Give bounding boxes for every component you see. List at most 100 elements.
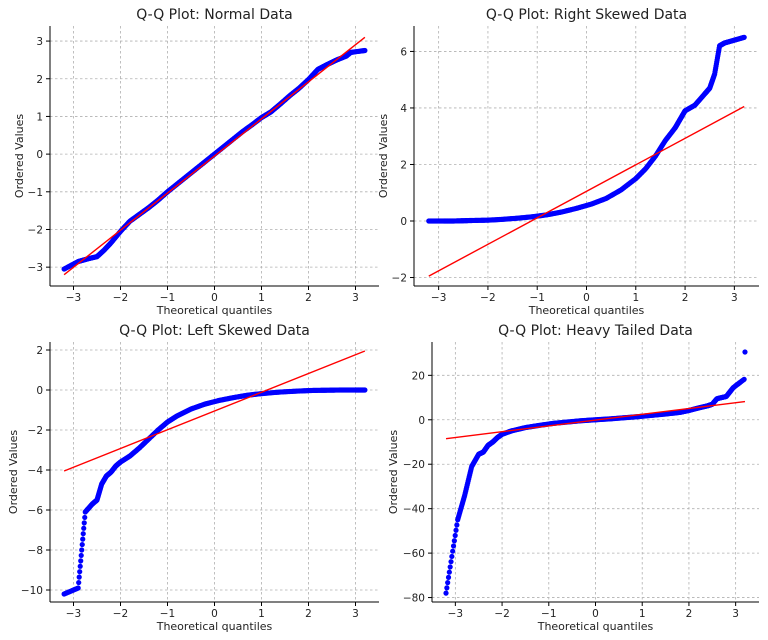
y-tick-label: −6 (28, 505, 44, 517)
y-tick-label: 2 (36, 345, 43, 357)
data-point (80, 536, 86, 542)
data-point (451, 538, 457, 544)
data-point (362, 47, 368, 54)
y-tick-label: −8 (28, 545, 43, 557)
x-tick-label: 2 (682, 292, 689, 304)
x-tick-label: −1 (541, 608, 556, 620)
y-tick-label: −10 (21, 585, 43, 597)
fit-line (63, 36, 366, 276)
y-tick-label: 0 (418, 415, 425, 427)
data-point (75, 585, 81, 591)
qq-panel-1: −3 −2 −1 0 1 2 3 −3 −2 −1 0 1 2 3 Q-Q Plot: Normal Dat… (13, 7, 379, 317)
y-tick-label: −2 (392, 273, 407, 285)
chart-title: Q-Q Plot: Normal Data (136, 7, 293, 23)
data-point (443, 590, 449, 596)
chart-title: Q-Q Plot: Heavy Tailed Data (498, 323, 693, 339)
qq-panel-4: −3 −2 −1 0 1 2 3 −80 −60 −40 −20 0 20 Q-Q Plot: Heavy… (387, 323, 759, 633)
data-point (77, 563, 83, 569)
x-tick-label: 0 (211, 608, 218, 620)
y-tick-label: −2 (28, 224, 43, 236)
x-axis-label: Theoretical quantiles (537, 620, 654, 633)
y-axis-label: Ordered Values (7, 430, 20, 514)
y-tick-label: 3 (36, 36, 43, 48)
x-tick-label: −3 (431, 292, 446, 304)
data-point (362, 387, 368, 393)
x-tick-label: 1 (632, 292, 639, 304)
data-point (444, 585, 450, 591)
data-point (742, 349, 748, 355)
y-tick-label: 20 (412, 370, 425, 382)
y-axis-label: Ordered Values (13, 114, 26, 198)
y-tick-label: 1 (36, 111, 43, 123)
y-axis-label: Ordered Values (377, 114, 390, 198)
data-point (445, 580, 451, 586)
data-point (81, 525, 87, 531)
data-point (80, 531, 86, 537)
data-point (76, 574, 82, 580)
x-tick-label: −1 (160, 608, 175, 620)
x-tick-label: −2 (113, 292, 128, 304)
y-tick-label: 2 (400, 159, 407, 171)
data-point (78, 552, 84, 559)
data-point (81, 520, 87, 526)
y-tick-label: −2 (28, 425, 43, 437)
chart-title: Q-Q Plot: Left Skewed Data (119, 323, 310, 339)
x-tick-label: 3 (352, 608, 359, 620)
x-tick-label: −2 (494, 608, 509, 620)
y-tick-label: 0 (400, 216, 407, 228)
x-tick-label: −2 (113, 608, 128, 620)
qq-panel-2: −3 −2 −1 0 1 2 3 −2 0 2 4 6 Q-Q Plot: Right Skewed D… (377, 7, 759, 317)
data-point (741, 34, 747, 40)
x-tick-label: 2 (305, 608, 312, 620)
x-axis-label: Theoretical quantiles (156, 620, 273, 633)
x-tick-label: 1 (258, 292, 265, 304)
fit-line (445, 400, 746, 440)
data-point (76, 579, 82, 586)
data-points (426, 34, 747, 224)
y-tick-label: 6 (400, 46, 407, 58)
x-tick-label: −3 (66, 608, 81, 620)
x-tick-label: 3 (731, 292, 738, 304)
y-tick-label: −4 (28, 465, 44, 477)
x-tick-label: 1 (639, 608, 646, 620)
x-tick-label: 0 (592, 608, 599, 620)
data-point (77, 569, 83, 575)
y-tick-label: 0 (36, 149, 43, 161)
data-point (454, 522, 460, 528)
x-tick-label: 0 (583, 292, 590, 304)
x-tick-label: 3 (732, 608, 739, 620)
data-point (446, 569, 452, 575)
data-point (450, 548, 456, 554)
y-tick-label: 0 (36, 385, 43, 397)
fit-line (428, 105, 745, 277)
x-tick-label: −3 (66, 292, 81, 304)
data-point (449, 553, 455, 560)
data-point (79, 547, 85, 553)
data-point (82, 514, 88, 521)
data-points (61, 387, 368, 597)
x-axis-label: Theoretical quantiles (156, 304, 273, 317)
x-tick-label: −3 (448, 608, 463, 620)
x-tick-label: −1 (529, 292, 544, 304)
data-point (450, 543, 457, 549)
x-axis-label: Theoretical quantiles (528, 304, 645, 317)
y-tick-label: 2 (36, 74, 43, 86)
y-tick-label: −20 (403, 459, 425, 471)
y-tick-label: −80 (403, 593, 425, 605)
x-tick-label: 2 (305, 292, 312, 304)
y-tick-label: −1 (28, 187, 43, 199)
data-point (447, 564, 453, 570)
y-tick-label: −40 (403, 504, 425, 516)
data-point (448, 559, 454, 565)
y-tick-label: −3 (28, 262, 43, 274)
x-tick-label: 2 (686, 608, 693, 620)
x-tick-label: 3 (352, 292, 359, 304)
chart-title: Q-Q Plot: Right Skewed Data (486, 7, 687, 23)
x-tick-label: −1 (160, 292, 175, 304)
x-tick-label: 1 (258, 608, 265, 620)
fit-line (63, 350, 366, 472)
data-point (453, 527, 459, 533)
y-tick-label: 4 (400, 103, 407, 115)
